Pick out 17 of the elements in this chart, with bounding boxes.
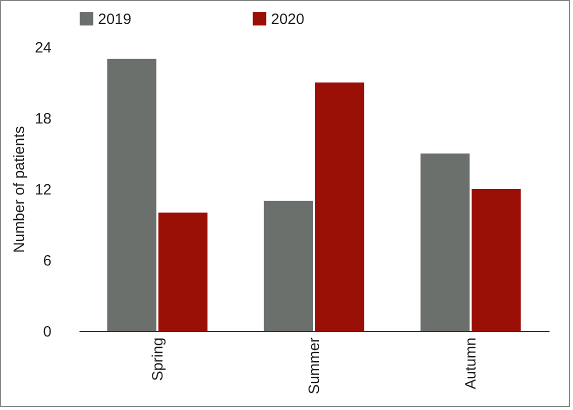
x-tick-label: Spring (149, 338, 166, 381)
x-tick-label: Autumn (462, 338, 480, 390)
bar (315, 82, 364, 331)
y-axis-title: Number of patients (10, 126, 28, 253)
bar (107, 58, 156, 331)
y-tick-label: 6 (43, 252, 52, 270)
bar (264, 200, 313, 331)
y-tick-label: 0 (43, 324, 52, 340)
bar (158, 212, 208, 331)
legend-label: 2020 (271, 10, 304, 28)
bar (472, 189, 521, 331)
bar (420, 154, 470, 331)
x-tick-label: Summer (306, 338, 323, 394)
legend-label: 2019 (98, 10, 132, 28)
y-tick-label: 24 (34, 40, 52, 56)
y-tick-label: 18 (34, 110, 52, 128)
y-tick-label: 12 (34, 182, 52, 198)
